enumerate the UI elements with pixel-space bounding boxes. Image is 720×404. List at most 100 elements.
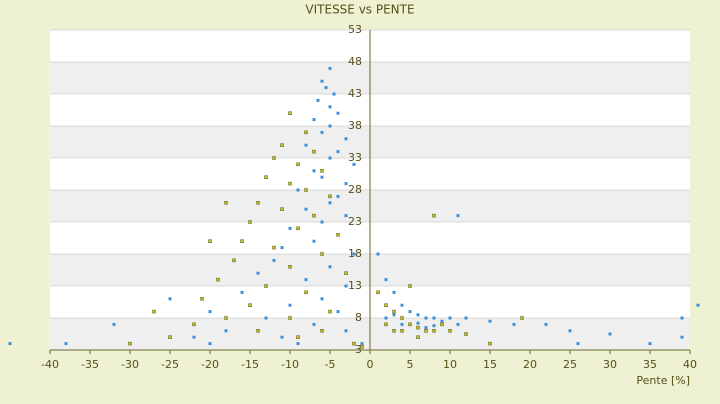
point [224,201,228,205]
x-tick-label: -15 [241,358,259,371]
x-axis-label: Pente [%] [636,374,690,387]
point [408,322,412,327]
point [304,188,308,192]
point [264,175,268,179]
point [296,335,300,339]
point [576,342,580,346]
point [256,271,260,275]
point [240,290,244,294]
point [316,98,320,102]
point [272,156,276,160]
point [696,303,700,307]
point [440,322,444,327]
point [432,329,436,333]
point [400,329,404,333]
point [432,213,436,218]
y-tick-label: 38 [348,119,362,132]
x-tick-label: -25 [161,358,179,371]
point [272,258,276,262]
point [424,316,428,320]
point [280,207,284,211]
point [264,316,268,320]
point [352,252,356,256]
y-tick-label: 8 [355,311,362,324]
point [224,329,228,333]
point [320,252,324,256]
point [384,322,388,327]
y-tick-label: 53 [348,23,362,36]
point [280,143,284,147]
point [448,329,452,333]
x-tick-label: 25 [563,358,577,371]
point [512,322,516,326]
x-tick-label: 5 [407,358,414,371]
y-tick-label: 28 [348,183,362,196]
point [464,332,468,336]
point [328,66,332,70]
point [248,220,252,224]
x-tick-label: 0 [367,358,374,371]
point [64,342,68,346]
point [296,342,300,346]
point [328,265,332,269]
point [8,342,12,346]
point [408,284,412,288]
point [520,316,524,320]
point [200,297,204,301]
point [320,297,324,301]
point [456,322,460,326]
point [416,321,420,325]
point [328,156,332,160]
point [336,111,340,115]
point [248,303,252,307]
point [344,271,348,275]
point [128,341,132,346]
point [400,322,404,326]
point [320,169,324,173]
y-tick-label: 23 [348,215,362,228]
point [488,319,492,323]
point [680,335,684,339]
point [392,290,396,294]
x-tick-label: 20 [523,358,537,371]
point [296,162,300,167]
point [264,284,268,288]
point [544,322,548,326]
point [304,143,308,147]
point [352,162,356,166]
x-tick-label: -5 [325,358,336,371]
point [288,226,292,230]
point [432,316,436,320]
point [384,316,388,320]
point [304,278,308,282]
point [208,342,212,346]
point [304,207,308,211]
point [448,316,452,320]
point [456,214,460,218]
point [328,201,332,205]
point [320,79,324,83]
point [324,86,328,90]
point [352,341,356,346]
point [344,329,348,333]
point [568,329,572,333]
x-tick-label: 15 [483,358,497,371]
point [304,290,308,295]
y-tick-label: 13 [348,279,362,292]
point [320,175,324,179]
point [424,326,428,330]
point [424,329,428,333]
point [240,239,244,243]
point [392,329,396,333]
point [256,201,260,205]
point [168,335,172,339]
point [288,265,292,269]
point [344,214,348,218]
point [320,130,324,134]
point [392,313,396,317]
point [112,322,116,326]
point [360,342,364,346]
point [332,92,336,96]
point [312,149,316,154]
point [280,335,284,339]
